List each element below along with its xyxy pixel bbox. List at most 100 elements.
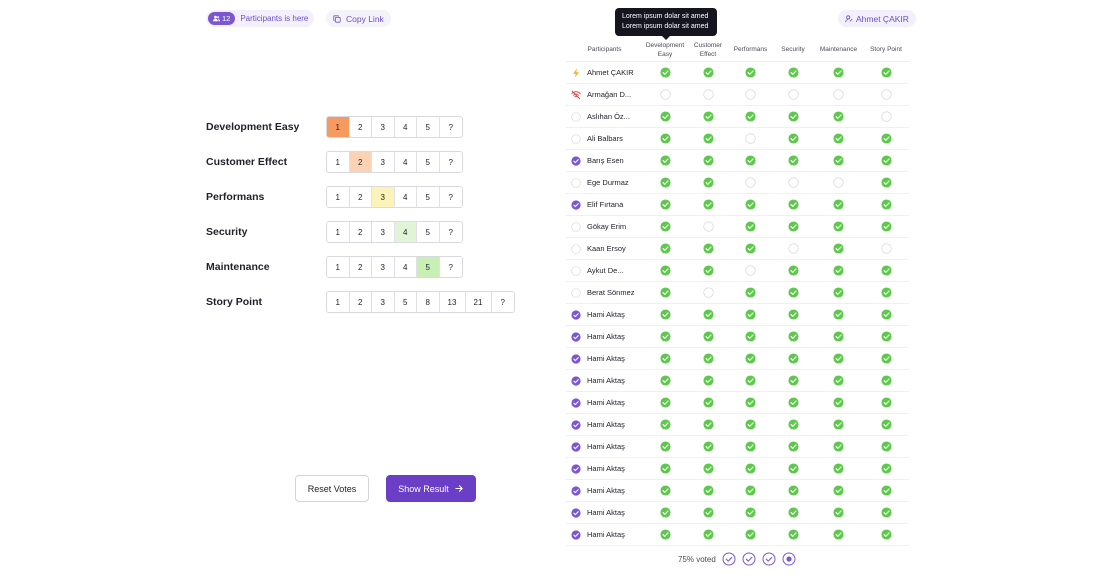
check-icon: [863, 133, 909, 144]
vote-option-button[interactable]: 3: [372, 117, 395, 137]
participants-text: Participants is here: [240, 14, 309, 23]
vote-options: 1 2 3 4 5?: [326, 116, 463, 138]
vote-option-button[interactable]: 2: [349, 152, 372, 172]
vote-option-button[interactable]: 2: [349, 292, 372, 312]
check-icon: [772, 397, 814, 408]
vote-option-button[interactable]: 13: [439, 292, 466, 312]
check-icon: [814, 441, 863, 452]
vote-option-button[interactable]: 2: [349, 187, 372, 207]
participant-name: Hami Aktaş: [587, 332, 625, 341]
check-icon: [814, 529, 863, 540]
vote-option-button[interactable]: 1: [327, 257, 350, 277]
participant-cell: Hami Aktaş: [566, 441, 643, 452]
participant-cell: Hami Aktaş: [566, 309, 643, 320]
empty-circle-icon: [571, 287, 581, 298]
vote-option-button[interactable]: ?: [491, 292, 514, 312]
check-icon: [863, 463, 909, 474]
check-icon: [643, 155, 687, 166]
check-icon: [729, 243, 772, 254]
participants-table: Participants Development Easy Customer Eff…: [566, 38, 909, 546]
check-icon: [687, 155, 729, 166]
participant-name: Berat Sönmez: [587, 288, 635, 297]
vote-option-button[interactable]: 5: [417, 257, 440, 277]
vote-option-button[interactable]: 3: [372, 187, 395, 207]
table-row: Hami Aktaş: [566, 436, 909, 458]
vote-option-button[interactable]: 21: [465, 292, 492, 312]
check-icon: [643, 177, 687, 188]
step-done-icon: [722, 552, 736, 566]
show-result-button[interactable]: Show Result: [386, 475, 476, 502]
check-icon: [772, 199, 814, 210]
check-icon: [863, 419, 909, 430]
check-icon: [729, 529, 772, 540]
vote-option-button[interactable]: 8: [417, 292, 440, 312]
vote-option-button[interactable]: ?: [439, 187, 462, 207]
table-row: Kaan Ersoy: [566, 238, 909, 260]
vote-option-button[interactable]: 1: [327, 152, 350, 172]
vote-option-button[interactable]: 4: [394, 257, 417, 277]
vote-option-button[interactable]: 1: [327, 222, 350, 242]
vote-category-label: Maintenance: [206, 261, 270, 273]
vote-option-button[interactable]: ?: [439, 117, 462, 137]
check-icon: [643, 441, 687, 452]
table-row: Hami Aktaş: [566, 458, 909, 480]
vote-option-button[interactable]: 5: [394, 292, 417, 312]
vote-option-button[interactable]: 3: [372, 292, 395, 312]
check-icon: [643, 133, 687, 144]
participant-cell: Kaan Ersoy: [566, 243, 643, 254]
check-icon: [729, 375, 772, 386]
vote-option-button[interactable]: 4: [394, 117, 417, 137]
vote-option-button[interactable]: 1: [327, 292, 350, 312]
vote-option-button[interactable]: 3: [372, 152, 395, 172]
check-icon: [814, 397, 863, 408]
vote-option-button[interactable]: 3: [372, 222, 395, 242]
check-icon: [729, 463, 772, 474]
table-row: Aykut De...: [566, 260, 909, 282]
vote-option-button[interactable]: 4: [394, 187, 417, 207]
empty-circle-icon: [729, 177, 772, 188]
vote-option-button[interactable]: 2: [349, 257, 372, 277]
check-icon: [772, 221, 814, 232]
participant-cell: Elif Fırtana: [566, 199, 643, 210]
vote-option-button[interactable]: ?: [439, 152, 462, 172]
user-menu[interactable]: Ahmet ÇAKIR: [838, 10, 916, 27]
vote-option-button[interactable]: 5: [417, 152, 440, 172]
participant-cell: Hami Aktaş: [566, 375, 643, 386]
vote-option-button[interactable]: 4: [394, 152, 417, 172]
vote-option-button[interactable]: 5: [417, 222, 440, 242]
check-icon: [863, 177, 909, 188]
copy-link-button[interactable]: Copy Link: [326, 10, 391, 27]
vote-option-button[interactable]: 2: [349, 117, 372, 137]
check-icon: [729, 419, 772, 430]
vote-option-button[interactable]: 1: [327, 117, 350, 137]
voted-check-icon: [571, 441, 581, 452]
check-icon: [863, 375, 909, 386]
voted-check-icon: [571, 309, 581, 320]
empty-circle-icon: [863, 243, 909, 254]
check-icon: [772, 419, 814, 430]
vote-option-button[interactable]: 4: [394, 222, 417, 242]
column-header: Story Point: [870, 46, 902, 53]
check-icon: [772, 133, 814, 144]
participants-indicator: 12 Participants is here: [206, 10, 315, 27]
vote-progress: 75% voted: [678, 552, 796, 566]
table-body: Ahmet ÇAKIR Armağan D... Aslıhan Öz... Ali …: [566, 62, 909, 546]
reset-votes-button[interactable]: Reset Votes: [295, 475, 369, 502]
vote-option-button[interactable]: 5: [417, 187, 440, 207]
check-icon: [814, 221, 863, 232]
vote-option-button[interactable]: 5: [417, 117, 440, 137]
empty-circle-icon: [863, 89, 909, 100]
check-icon: [772, 485, 814, 496]
lightning-icon: [571, 67, 581, 78]
vote-option-button[interactable]: 3: [372, 257, 395, 277]
user-icon: [845, 14, 853, 22]
tooltip-line: Lorem ipsum dolar sit amed: [622, 13, 709, 20]
vote-option-button[interactable]: ?: [439, 222, 462, 242]
arrow-right-icon: [455, 485, 463, 492]
vote-option-button[interactable]: 2: [349, 222, 372, 242]
vote-row: Development Easy 1 2 3 4 5?: [206, 116, 463, 138]
vote-option-button[interactable]: ?: [439, 257, 462, 277]
vote-option-button[interactable]: 1: [327, 187, 350, 207]
participant-name: Armağan D...: [587, 90, 632, 99]
table-row: Ali Balbars: [566, 128, 909, 150]
